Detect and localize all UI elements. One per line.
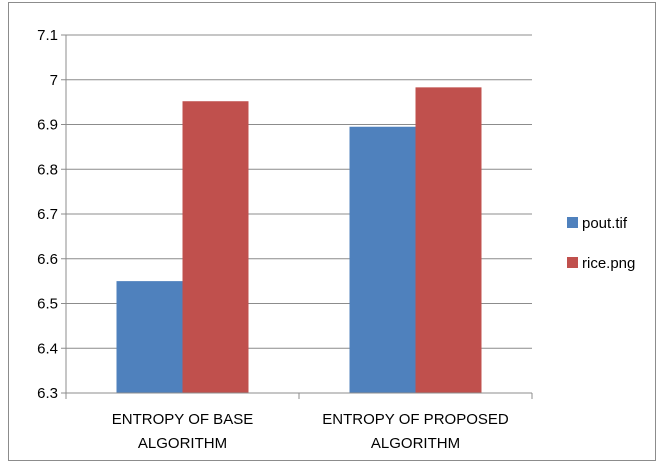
y-tick-label: 7.1 xyxy=(37,27,58,44)
chart-frame xyxy=(8,2,656,461)
category-labels: ENTROPY OF BASE ALGORITHM ENTROPY OF PROPO… xyxy=(112,411,509,452)
legend-swatch xyxy=(567,257,578,268)
bar-rice-png-0 xyxy=(182,101,249,393)
y-tick-label: 6.3 xyxy=(37,385,58,402)
bars xyxy=(116,87,482,394)
y-tick-label: 6.8 xyxy=(37,161,58,178)
bar-pout-tif-1 xyxy=(349,126,416,394)
legend-swatch xyxy=(567,217,578,228)
y-axis-tick-labels: 6.3 6.4 6.5 6.6 6.7 6.8 6.9 7 7.1 xyxy=(37,27,58,402)
y-tick-label: 6.9 xyxy=(37,117,58,134)
legend: pout.tif rice.png xyxy=(567,215,635,272)
y-tick-label: 6.4 xyxy=(37,340,58,357)
y-tick-label: 7 xyxy=(50,72,58,89)
legend-label: rice.png xyxy=(582,255,635,272)
y-tick-label: 6.7 xyxy=(37,206,58,223)
category-label: ENTROPY OF PROPOSED ALGORITHM xyxy=(322,411,509,452)
y-tick-label: 6.6 xyxy=(37,251,58,268)
axes xyxy=(61,34,533,399)
bar-pout-tif-0 xyxy=(116,281,183,393)
category-label: ENTROPY OF BASE ALGORITHM xyxy=(112,411,253,452)
legend-label: pout.tif xyxy=(582,215,628,232)
bar-rice-png-1 xyxy=(415,87,482,394)
y-tick-label: 6.5 xyxy=(37,296,58,313)
